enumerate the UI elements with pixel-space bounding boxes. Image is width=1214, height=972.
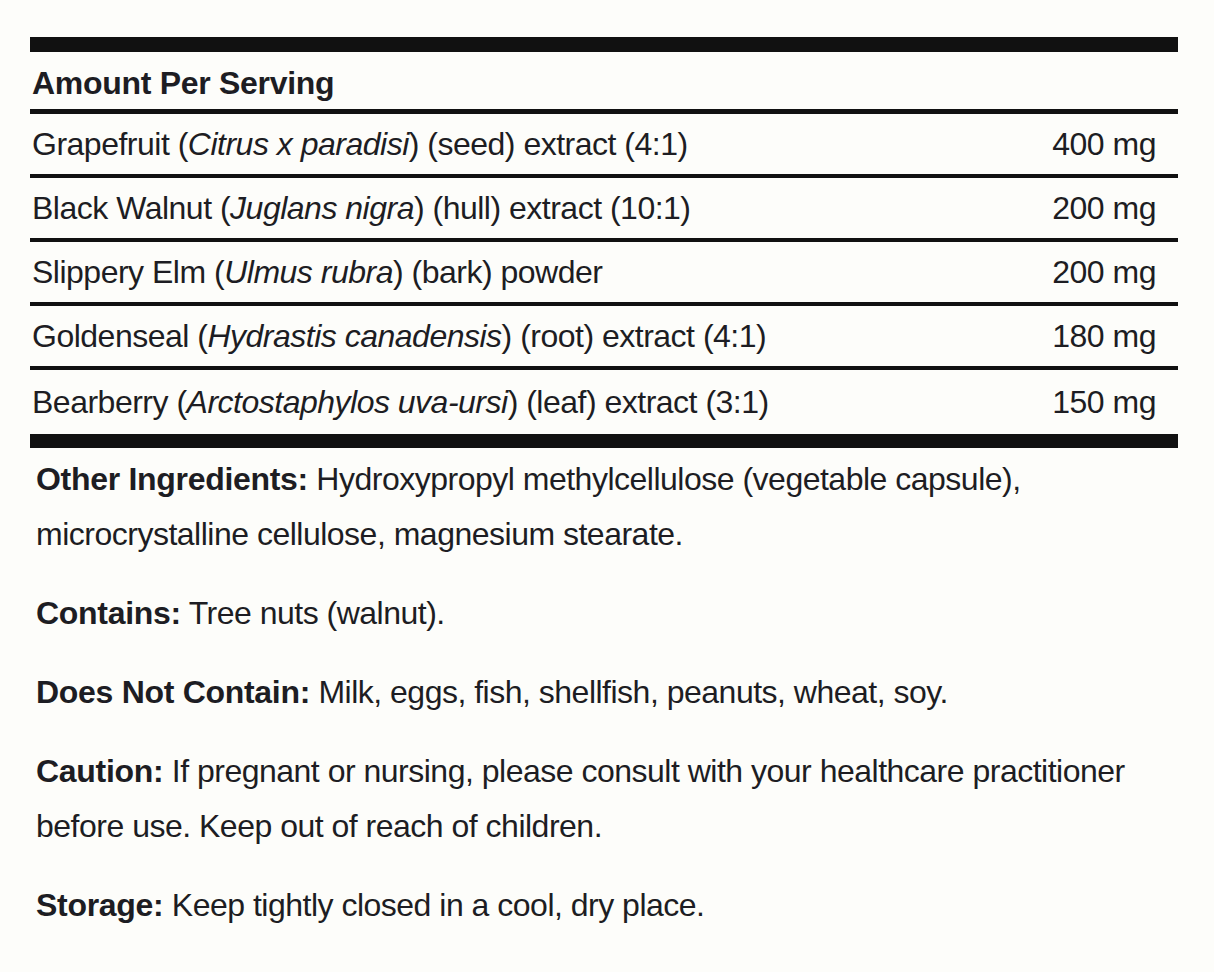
ingredient-latin-name: Arctostaphylos uva-ursi bbox=[187, 384, 508, 420]
ingredient-name: Slippery Elm (Ulmus rubra) (bark) powder bbox=[30, 254, 602, 291]
ingredient-row: Grapefruit (Citrus x paradisi) (seed) ex… bbox=[30, 114, 1178, 178]
info-paragraph-lead: Does Not Contain: bbox=[36, 674, 310, 710]
ingredient-row: Black Walnut (Juglans nigra) (hull) extr… bbox=[30, 178, 1178, 242]
info-paragraph: Other Ingredients: Hydroxypropyl methylc… bbox=[36, 452, 1036, 562]
ingredient-name-prefix: Black Walnut ( bbox=[32, 190, 230, 226]
top-margin bbox=[30, 0, 1178, 37]
ingredient-amount: 200 mg bbox=[1052, 254, 1178, 291]
ingredient-name-prefix: Bearberry ( bbox=[32, 384, 187, 420]
info-paragraph: Does Not Contain: Milk, eggs, fish, shel… bbox=[36, 665, 1178, 720]
info-paragraph-lead: Caution: bbox=[36, 753, 163, 789]
ingredient-amount: 400 mg bbox=[1052, 126, 1178, 163]
ingredient-row: Slippery Elm (Ulmus rubra) (bark) powder… bbox=[30, 242, 1178, 306]
ingredient-amount: 180 mg bbox=[1052, 318, 1178, 355]
ingredient-name: Grapefruit (Citrus x paradisi) (seed) ex… bbox=[30, 126, 688, 163]
supplement-facts-panel: Amount Per Serving Grapefruit (Citrus x … bbox=[30, 0, 1178, 957]
info-paragraph: Contains: Tree nuts (walnut). bbox=[36, 586, 1178, 641]
info-paragraph-text: Keep tightly closed in a cool, dry place… bbox=[163, 887, 704, 923]
ingredient-latin-name: Citrus x paradisi bbox=[188, 126, 409, 162]
ingredient-name-prefix: Slippery Elm ( bbox=[32, 254, 224, 290]
info-paragraph-lead: Other Ingredients: bbox=[36, 461, 308, 497]
info-paragraph-lead: Storage: bbox=[36, 887, 163, 923]
ingredient-name: Bearberry (Arctostaphylos uva-ursi) (lea… bbox=[30, 384, 769, 421]
ingredient-row: Goldenseal (Hydrastis canadensis) (root)… bbox=[30, 306, 1178, 370]
ingredient-latin-name: Hydrastis canadensis bbox=[207, 318, 501, 354]
ingredient-name-suffix: ) (root) extract (4:1) bbox=[502, 318, 767, 354]
ingredient-latin-name: Ulmus rubra bbox=[224, 254, 393, 290]
ingredient-name-suffix: ) (bark) powder bbox=[393, 254, 602, 290]
ingredient-amount: 150 mg bbox=[1052, 384, 1178, 421]
ingredient-name-suffix: ) (seed) extract (4:1) bbox=[409, 126, 688, 162]
ingredient-name-prefix: Goldenseal ( bbox=[32, 318, 207, 354]
info-paragraph-lead: Contains: bbox=[36, 595, 181, 631]
ingredient-row: Bearberry (Arctostaphylos uva-ursi) (lea… bbox=[30, 370, 1178, 434]
ingredients-table: Grapefruit (Citrus x paradisi) (seed) ex… bbox=[30, 114, 1178, 434]
ingredient-name: Goldenseal (Hydrastis canadensis) (root)… bbox=[30, 318, 766, 355]
ingredient-name-prefix: Grapefruit ( bbox=[32, 126, 188, 162]
info-paragraph-text: If pregnant or nursing, please consult w… bbox=[36, 753, 1125, 844]
info-paragraphs: Other Ingredients: Hydroxypropyl methylc… bbox=[30, 448, 1178, 933]
info-paragraph-text: Milk, eggs, fish, shellfish, peanuts, wh… bbox=[310, 674, 948, 710]
top-thick-rule bbox=[30, 37, 1178, 52]
section-divider-thick-rule bbox=[30, 434, 1178, 448]
amount-per-serving-heading: Amount Per Serving bbox=[30, 52, 1178, 109]
info-paragraph-text: Tree nuts (walnut). bbox=[181, 595, 445, 631]
ingredient-latin-name: Juglans nigra bbox=[230, 190, 414, 226]
ingredient-amount: 200 mg bbox=[1052, 190, 1178, 227]
info-paragraph: Storage: Keep tightly closed in a cool, … bbox=[36, 878, 1178, 933]
ingredient-name: Black Walnut (Juglans nigra) (hull) extr… bbox=[30, 190, 691, 227]
info-paragraph: Caution: If pregnant or nursing, please … bbox=[36, 744, 1126, 854]
ingredient-name-suffix: ) (hull) extract (10:1) bbox=[414, 190, 691, 226]
ingredient-name-suffix: ) (leaf) extract (3:1) bbox=[508, 384, 769, 420]
